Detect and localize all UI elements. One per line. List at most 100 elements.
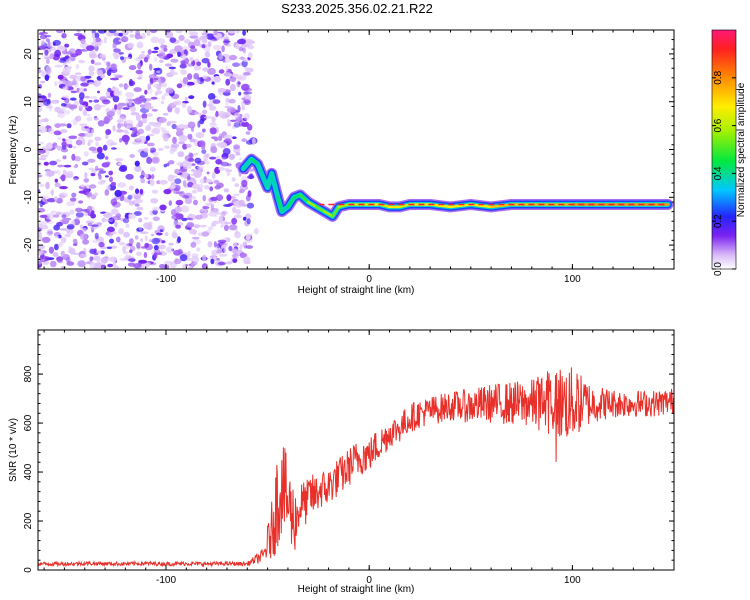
noise-blob (45, 67, 52, 75)
noise-blob (133, 97, 143, 105)
noise-blob (38, 119, 42, 125)
noise-blob (238, 199, 245, 206)
noise-blob (193, 262, 198, 265)
noise-blob (73, 177, 78, 181)
noise-blob (245, 140, 254, 145)
noise-blob (54, 145, 59, 148)
noise-blob (179, 254, 188, 262)
noise-blob (90, 213, 96, 219)
noise-blob (158, 59, 164, 63)
noise-blob (46, 58, 50, 65)
noise-blob (187, 121, 196, 129)
noise-blob (191, 260, 195, 268)
noise-blob (55, 159, 61, 163)
noise-blob (234, 183, 239, 188)
noise-blob (57, 259, 63, 264)
noise-blob (144, 89, 148, 95)
noise-blob (159, 179, 168, 185)
noise-blob (217, 261, 226, 266)
noise-blob (187, 73, 193, 80)
noise-blob (162, 113, 169, 116)
noise-blob (211, 136, 217, 139)
noise-blob (134, 203, 140, 207)
noise-blob (149, 178, 155, 187)
noise-blob (171, 72, 179, 75)
noise-blob (151, 156, 160, 164)
noise-blob (222, 148, 231, 156)
noise-blob (194, 111, 200, 115)
noise-blob (72, 252, 80, 255)
noise-blob (245, 213, 252, 221)
ridge-core-segment (298, 193, 310, 204)
noise-blob (197, 166, 204, 170)
noise-blob (199, 118, 205, 125)
noise-blob (84, 95, 90, 99)
noise-blob (248, 52, 253, 59)
noise-blob (186, 222, 195, 228)
noise-blob (68, 144, 73, 149)
noise-blob (204, 51, 211, 58)
noise-blob (229, 108, 236, 113)
noise-blob (109, 142, 118, 146)
noise-blob (169, 184, 176, 189)
noise-blob (97, 172, 102, 178)
noise-blob (226, 237, 231, 243)
noise-blob (176, 83, 183, 89)
noise-blob (213, 75, 221, 83)
noise-blob (57, 45, 66, 52)
noise-blob (44, 34, 52, 38)
noise-blob (111, 147, 117, 150)
noise-blob (136, 242, 141, 249)
noise-blob (96, 168, 104, 171)
noise-blob (201, 149, 207, 155)
noise-blob (84, 132, 94, 138)
noise-blob (247, 123, 253, 131)
noise-blob (94, 232, 99, 240)
noise-blob (175, 130, 184, 137)
noise-blob (38, 157, 47, 161)
noise-blob (117, 123, 126, 127)
noise-blob (228, 30, 236, 34)
noise-blob (217, 239, 227, 244)
noise-blob (143, 251, 148, 259)
noise-blob (168, 120, 177, 124)
noise-blob (151, 50, 159, 54)
noise-blob (61, 141, 67, 147)
noise-blob (196, 247, 201, 252)
noise-blob (65, 138, 73, 146)
noise-blob (121, 36, 129, 43)
noise-blob (226, 170, 231, 177)
noise-blob (52, 39, 61, 46)
noise-blob (50, 189, 55, 196)
noise-blob (243, 99, 251, 106)
noise-blob (133, 87, 142, 93)
noise-blob (118, 83, 124, 88)
noise-blob (193, 65, 202, 71)
noise-blob (248, 173, 254, 179)
noise-blob (109, 176, 113, 183)
noise-blob (195, 214, 203, 220)
noise-blob (86, 117, 93, 122)
noise-blob (213, 30, 219, 36)
noise-blob (153, 77, 159, 81)
noise-blob (198, 224, 207, 228)
noise-blob (161, 82, 168, 88)
noise-blob (190, 241, 197, 248)
noise-blob (38, 126, 48, 134)
noise-blob (106, 95, 111, 99)
noise-blob (179, 168, 188, 173)
noise-blob (238, 46, 243, 52)
noise-blob (233, 214, 243, 219)
noise-blob (85, 220, 94, 224)
noise-blob (208, 211, 217, 217)
noise-blob (191, 196, 196, 200)
noise-blob (146, 142, 155, 147)
noise-blob (55, 184, 62, 187)
noise-blob (97, 250, 102, 254)
noise-blob (87, 222, 93, 227)
noise-blob (38, 93, 42, 99)
noise-blob (60, 266, 67, 269)
noise-blob (165, 87, 174, 94)
noise-blob (182, 180, 187, 187)
noise-blob (85, 191, 93, 198)
